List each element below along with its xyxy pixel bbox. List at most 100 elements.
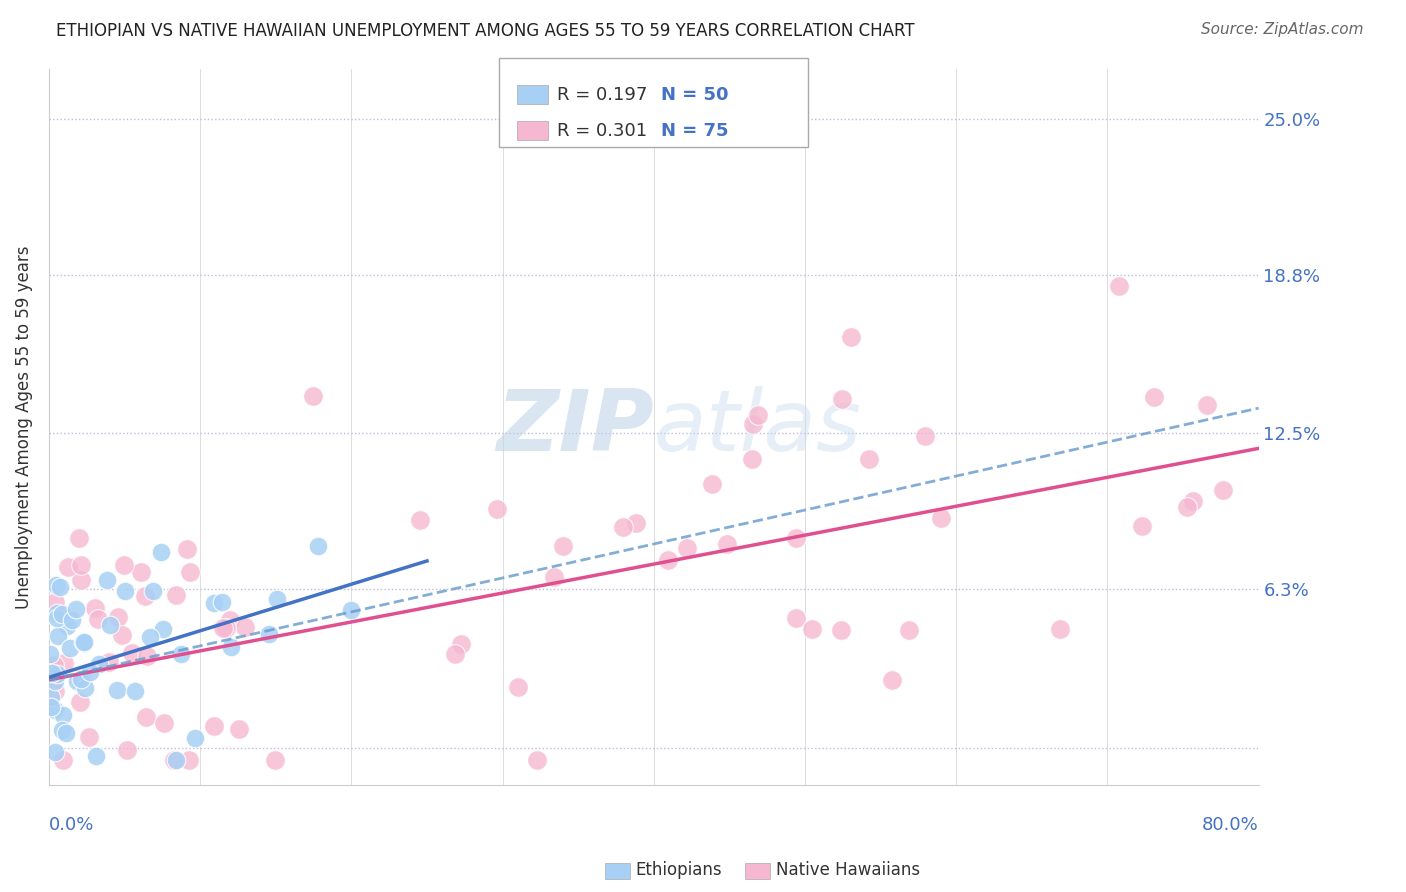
Point: [51, 723, 73, 737]
Point: [880, 673, 903, 687]
Text: R = 0.197: R = 0.197: [557, 86, 647, 103]
Point: [233, 620, 256, 634]
Point: [69, 695, 91, 709]
Point: [1130, 518, 1153, 533]
Point: [66, 673, 89, 688]
Point: [700, 476, 723, 491]
Point: [69, 574, 91, 588]
Point: [77, 730, 100, 744]
Point: [179, 753, 201, 767]
Point: [52, 753, 75, 767]
Point: [83, 601, 105, 615]
Point: [44, 745, 66, 759]
Point: [450, 637, 472, 651]
Point: [42, 657, 65, 672]
Point: [38, 647, 60, 661]
Point: [52, 707, 75, 722]
Point: [44, 703, 66, 717]
Point: [135, 649, 157, 664]
Point: [153, 715, 176, 730]
Text: Source: ZipAtlas.com: Source: ZipAtlas.com: [1201, 22, 1364, 37]
Point: [263, 753, 285, 767]
Point: [211, 595, 233, 609]
Point: [124, 684, 146, 698]
Point: [107, 610, 129, 624]
Text: N = 50: N = 50: [661, 86, 728, 103]
Point: [121, 646, 143, 660]
Point: [70, 558, 93, 573]
Point: [1181, 493, 1204, 508]
Point: [59, 640, 82, 655]
Point: [340, 603, 363, 617]
Point: [60, 614, 83, 628]
Text: Ethiopians: Ethiopians: [636, 861, 723, 879]
Point: [100, 618, 122, 632]
Point: [742, 417, 765, 431]
Point: [444, 647, 467, 661]
Point: [87, 612, 110, 626]
Point: [139, 630, 162, 644]
Point: [58, 559, 80, 574]
Text: ETHIOPIAN VS NATIVE HAWAIIAN UNEMPLOYMENT AMONG AGES 55 TO 59 YEARS CORRELATION : ETHIOPIAN VS NATIVE HAWAIIAN UNEMPLOYMEN…: [56, 22, 915, 40]
Y-axis label: Unemployment Among Ages 55 to 59 years: Unemployment Among Ages 55 to 59 years: [15, 245, 32, 608]
Point: [84, 748, 107, 763]
Point: [44, 684, 66, 698]
Point: [114, 584, 136, 599]
Text: 0.0%: 0.0%: [49, 815, 94, 834]
Point: [129, 565, 152, 579]
Point: [1212, 483, 1234, 497]
Point: [42, 662, 65, 676]
Point: [612, 520, 634, 534]
Point: [97, 655, 120, 669]
Point: [228, 722, 250, 736]
Point: [115, 743, 138, 757]
Point: [1108, 278, 1130, 293]
Point: [150, 545, 173, 559]
Point: [302, 389, 325, 403]
Point: [49, 580, 72, 594]
Point: [307, 539, 329, 553]
Point: [1175, 500, 1198, 514]
Text: atlas: atlas: [654, 385, 862, 468]
Point: [79, 665, 101, 680]
Point: [142, 583, 165, 598]
Point: [70, 672, 93, 686]
Point: [152, 622, 174, 636]
Point: [52, 656, 75, 670]
Point: [45, 611, 67, 625]
Point: [800, 622, 823, 636]
Point: [45, 606, 67, 620]
Point: [839, 330, 862, 344]
Point: [170, 647, 193, 661]
Point: [675, 541, 697, 555]
Point: [526, 753, 548, 767]
Text: Native Hawaiians: Native Hawaiians: [776, 861, 921, 879]
Point: [45, 578, 67, 592]
Point: [96, 573, 118, 587]
Point: [46, 629, 69, 643]
Point: [55, 726, 77, 740]
Point: [215, 621, 238, 635]
Point: [179, 565, 201, 579]
Point: [1195, 399, 1218, 413]
Point: [741, 452, 763, 467]
Point: [914, 429, 936, 443]
Point: [897, 624, 920, 638]
Point: [46, 666, 69, 681]
Point: [1143, 390, 1166, 404]
Point: [176, 542, 198, 557]
Point: [44, 595, 66, 609]
Point: [112, 558, 135, 573]
Text: ZIP: ZIP: [496, 385, 654, 468]
Point: [508, 681, 530, 695]
Point: [830, 623, 852, 637]
Point: [551, 539, 574, 553]
Point: [212, 621, 235, 635]
Point: [259, 627, 281, 641]
Point: [87, 657, 110, 671]
Point: [72, 635, 94, 649]
Point: [202, 596, 225, 610]
Point: [858, 452, 880, 467]
Point: [163, 753, 186, 767]
Point: [165, 588, 187, 602]
